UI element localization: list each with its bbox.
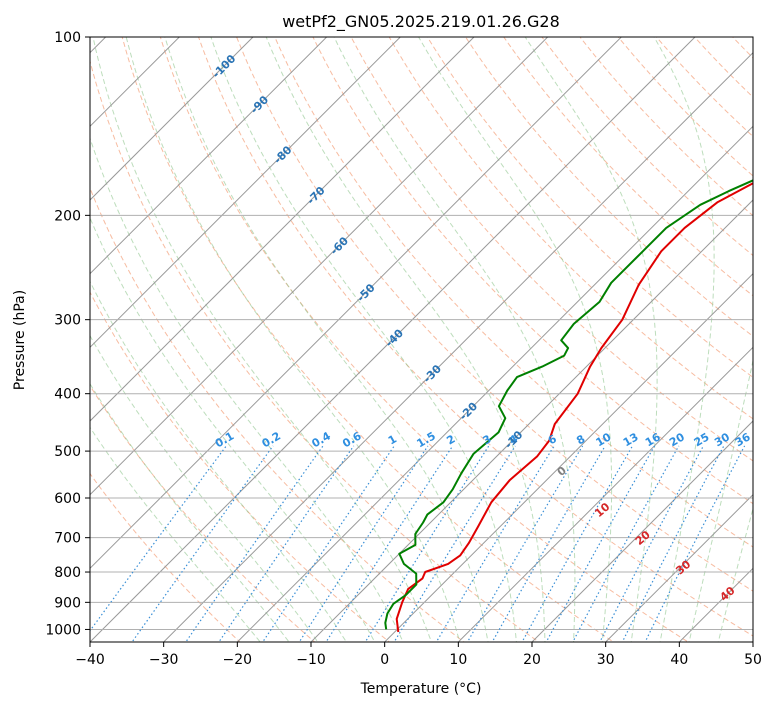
- mixing-ratio-line: [572, 445, 680, 642]
- dry-adiabat: [90, 186, 465, 642]
- x-axis-label: Temperature (°C): [360, 681, 482, 697]
- x-tick-label: 50: [744, 652, 762, 668]
- x-tick-label: 10: [449, 652, 467, 668]
- moist-adiabat: [92, 37, 432, 642]
- x-tick-label: −30: [149, 652, 179, 668]
- x-tick-label: 30: [597, 652, 615, 668]
- moist-adiabat: [90, 136, 404, 642]
- isotherm-line: [90, 37, 254, 201]
- dry-adiabat: [655, 37, 753, 138]
- dry-adiabat: [274, 37, 753, 548]
- moist-adiabat: [688, 358, 753, 642]
- moist-adiabat: [125, 37, 461, 642]
- dry-adiabat: [350, 37, 753, 462]
- x-tick-label: −40: [75, 652, 105, 668]
- y-axis-label: Pressure (hPa): [12, 290, 28, 390]
- mixing-ratio-line: [90, 445, 227, 632]
- dewpoint-profile: [384, 179, 753, 630]
- isotherm-line: [531, 420, 753, 642]
- moist-adiabat: [210, 37, 518, 642]
- dry-adiabat: [197, 37, 753, 637]
- mixing-ratio-line: [262, 445, 395, 642]
- y-tick-label: 500: [54, 444, 81, 460]
- y-tick-label: 600: [54, 491, 81, 507]
- y-tick-label: 700: [54, 531, 81, 547]
- dry-adiabat: [90, 384, 316, 642]
- mixing-ratio-line: [621, 445, 725, 642]
- isotherm-line: [90, 37, 181, 128]
- dry-adiabat: [388, 37, 753, 420]
- isotherm-line: [383, 272, 753, 642]
- mixing-ratio-line: [466, 445, 584, 642]
- isotherm-line: [90, 37, 549, 496]
- plot-frame: [89, 36, 754, 643]
- dry-adiabat: [541, 37, 753, 257]
- x-tick-label: 0: [380, 652, 389, 668]
- chart-title: wetPf2_GN05.2025.219.01.26.G28: [282, 12, 560, 32]
- moist-adiabat: [265, 37, 546, 642]
- x-tick-label: −20: [223, 652, 253, 668]
- isotherm-line: [162, 51, 753, 642]
- background-lines: [90, 37, 753, 642]
- dry-adiabat: [617, 37, 753, 177]
- y-tick-label: 100: [54, 30, 81, 46]
- moist-adiabat: [524, 37, 658, 642]
- isotherm-line: [90, 37, 328, 275]
- isotherm-line: [236, 125, 753, 642]
- moist-adiabat: [653, 37, 715, 642]
- dry-adiabat: [464, 37, 753, 337]
- x-tick-label: 20: [523, 652, 541, 668]
- moist-adiabat: [90, 216, 376, 642]
- y-tick-label: 300: [54, 313, 81, 329]
- y-tick-label: 400: [54, 387, 81, 403]
- x-tick-label: 40: [670, 652, 688, 668]
- mixing-ratio-line: [131, 445, 274, 642]
- moist-adiabat: [717, 506, 753, 642]
- y-tick-label: 200: [54, 208, 81, 224]
- moist-adiabat: [164, 37, 489, 642]
- dry-adiabat: [90, 291, 391, 642]
- y-tick-label: 800: [54, 565, 81, 581]
- mixing-ratio-line: [644, 445, 746, 642]
- axes: −40 −30 −20 −10 0 10 20 30 40 50 1000 900 800 700 600 5…: [45, 30, 762, 668]
- mixing-ratio-line: [435, 445, 555, 642]
- isotherm-line: [90, 37, 696, 642]
- temperature-profile: [395, 182, 753, 633]
- isotherm-line: [90, 37, 402, 349]
- moist-adiabat: [90, 334, 319, 642]
- isotherm-line: [457, 346, 753, 642]
- mixing-ratio-line: [325, 445, 454, 642]
- y-tick-label: 1000: [45, 622, 81, 638]
- isotherm-line: [604, 493, 753, 642]
- mixing-ratio-line: [599, 445, 704, 642]
- isotherm-line: [90, 37, 475, 422]
- moist-adiabat: [333, 37, 576, 642]
- mixing-ratio-line: [364, 445, 490, 642]
- isotherm-line: [310, 199, 753, 642]
- x-tick-label: −10: [296, 652, 326, 668]
- mixing-ratio-line: [298, 445, 429, 642]
- dry-adiabat: [159, 37, 690, 642]
- profile-lines: [384, 179, 753, 633]
- dry-adiabat: [236, 37, 753, 592]
- mixing-ratio-line: [393, 445, 516, 642]
- moist-adiabat: [418, 37, 613, 642]
- y-tick-label: 900: [54, 595, 81, 611]
- isotherm-line: [90, 37, 623, 570]
- moist-adiabat: [90, 280, 347, 642]
